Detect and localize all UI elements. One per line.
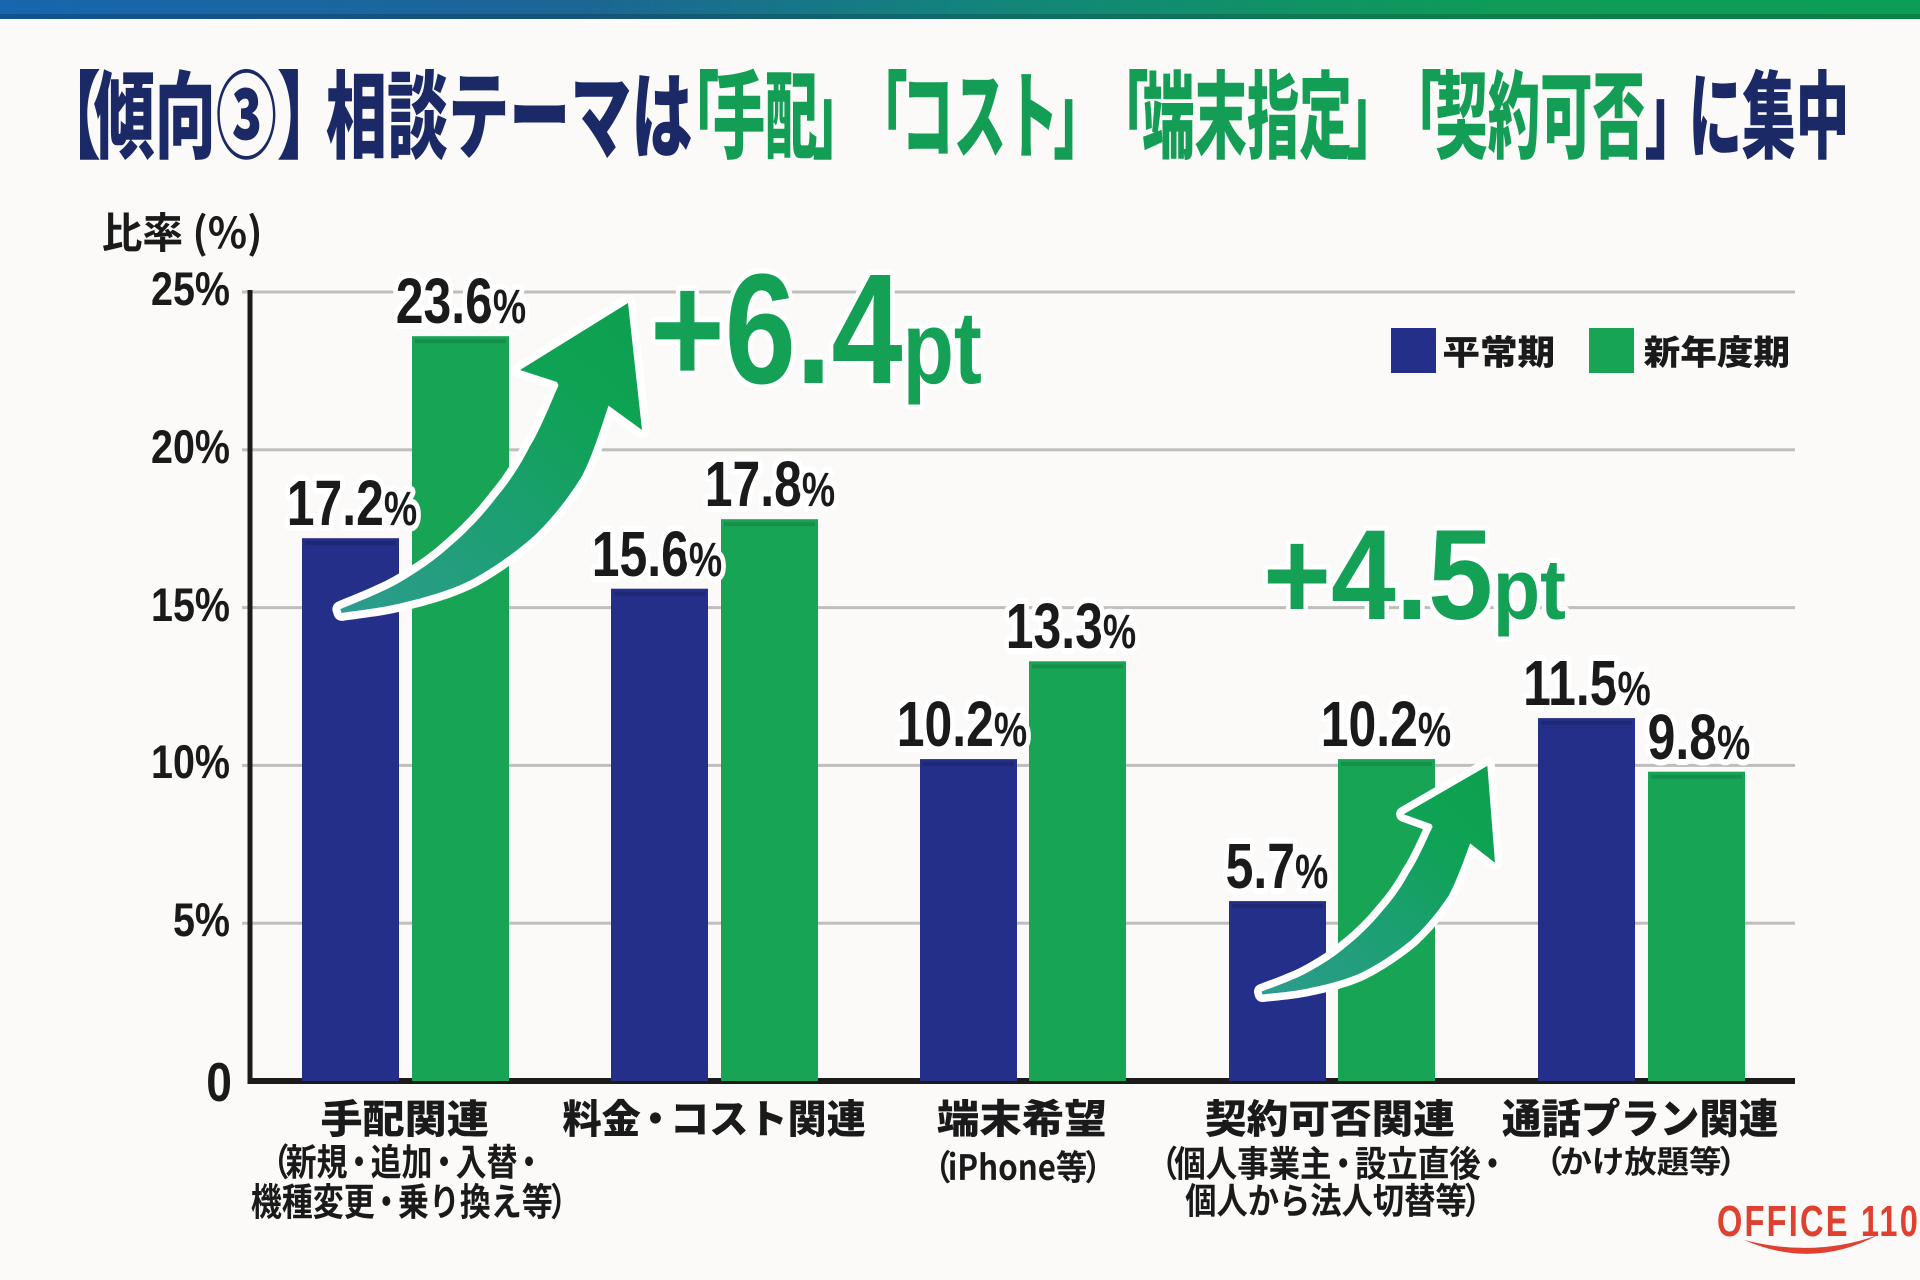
svg-text:15%: 15% <box>151 580 230 632</box>
svg-text:17.8%: 17.8% <box>705 449 835 520</box>
svg-text:10%: 10% <box>151 737 230 789</box>
svg-text:5%: 5% <box>173 895 230 947</box>
svg-text:10.2%: 10.2% <box>1321 689 1451 760</box>
svg-text:5.7%: 5.7% <box>1226 831 1329 902</box>
svg-text:11.5%: 11.5% <box>1523 648 1651 719</box>
svg-text:10.2%: 10.2% <box>897 689 1027 760</box>
svg-text:20%: 20% <box>151 422 230 474</box>
svg-text:0: 0 <box>206 1051 232 1113</box>
svg-text:13.3%: 13.3% <box>1006 591 1136 662</box>
svg-text:17.2%: 17.2% <box>287 468 417 539</box>
svg-text:+6.4pt: +6.4pt <box>650 242 982 417</box>
svg-text:OFFICE 110: OFFICE 110 <box>1717 1197 1920 1246</box>
svg-text:15.6%: 15.6% <box>592 519 722 590</box>
svg-text:+4.5pt: +4.5pt <box>1263 503 1566 646</box>
svg-text:25%: 25% <box>151 264 230 316</box>
svg-text:23.6%: 23.6% <box>396 266 526 337</box>
svg-text:9.8%: 9.8% <box>1648 702 1751 773</box>
